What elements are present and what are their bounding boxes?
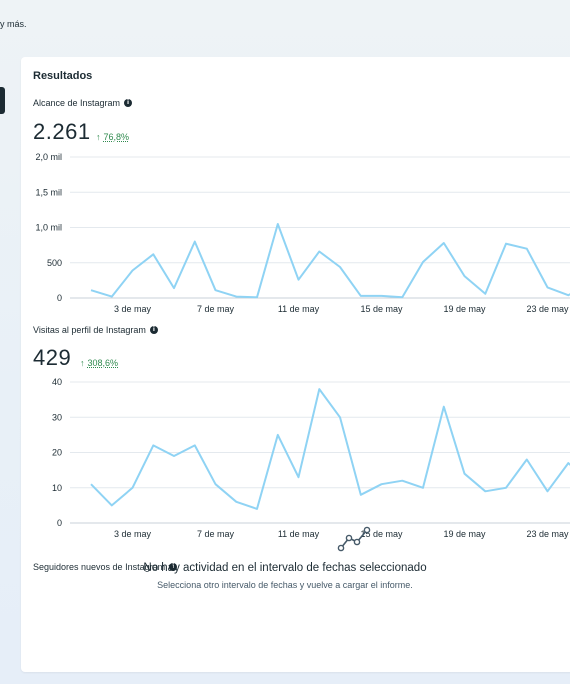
side-tab-indicator[interactable]: [0, 87, 5, 114]
x-tick-label: 19 de may: [443, 304, 486, 314]
profile-visits-chart: 0 10 20 30 40 3 de may 7 de may 11 de may 15 de …: [52, 377, 570, 539]
info-icon[interactable]: i: [169, 563, 178, 571]
metric-label-new-followers: Seguidores nuevos de Instagram i: [33, 562, 178, 572]
x-tick-label: 11 de may: [278, 304, 320, 314]
reach-value: 2.261: [33, 119, 91, 144]
trend-line-icon: [337, 526, 371, 552]
profile-visits-value: 429: [33, 345, 72, 370]
x-tick-label: 3 de may: [114, 529, 152, 539]
info-icon[interactable]: i: [149, 326, 158, 334]
x-tick-label: 7 de may: [197, 304, 235, 314]
results-card: Resultados Alcance de Instagram i 2.261 …: [21, 57, 570, 672]
y-tick-label: 10: [52, 483, 62, 493]
x-tick-label: 15 de may: [360, 304, 403, 314]
x-tick-label: 19 de may: [443, 529, 486, 539]
x-tick-label: 11 de may: [278, 529, 320, 539]
y-tick-label: 20: [52, 448, 62, 458]
empty-state-subtitle: Selecciona otro intervalo de fechas y vu…: [157, 580, 413, 590]
y-tick-label: 1,5 mil: [35, 187, 62, 197]
y-tick-label: 40: [52, 377, 62, 387]
y-tick-label: 30: [52, 412, 62, 422]
metric-label-text: Alcance de Instagram: [33, 98, 121, 108]
series-line[interactable]: [90, 223, 570, 299]
metric-label-text: Visitas al perfil de Instagram: [33, 325, 146, 335]
x-tick-label: 7 de may: [197, 529, 235, 539]
header-text: y más.: [0, 19, 27, 29]
reach-change: ↑ 76,8%: [96, 132, 129, 142]
y-tick-label: 1,0 mil: [35, 223, 62, 233]
x-tick-label: 23 de may: [526, 529, 569, 539]
y-tick-label: 0: [57, 518, 62, 528]
profile-visits-change-pct[interactable]: 308,6%: [87, 358, 119, 368]
y-tick-label: 0: [57, 293, 62, 303]
empty-state-title: No hay actividad en el intervalo de fech…: [143, 562, 427, 574]
metric-label-profile-visits: Visitas al perfil de Instagram i: [33, 325, 158, 335]
y-tick-label: 500: [47, 258, 62, 268]
arrow-up-icon: ↑: [96, 132, 101, 142]
x-tick-label: 23 de may: [526, 304, 569, 314]
y-tick-label: 2,0 mil: [35, 152, 62, 162]
metric-label-text: Seguidores nuevos de Instagram: [33, 562, 166, 572]
x-tick-label: 15 de may: [360, 529, 403, 539]
profile-visits-change: ↑ 308,6%: [80, 358, 118, 368]
x-tick-label: 3 de may: [114, 304, 152, 314]
reach-change-pct[interactable]: 76,8%: [103, 132, 130, 142]
reach-chart: 0 500 1,0 mil 1,5 mil 2,0 mil 3 de may 7 de ma…: [35, 152, 570, 314]
metric-label-reach: Alcance de Instagram i: [33, 98, 133, 108]
card-title: Resultados: [33, 70, 93, 82]
arrow-up-icon: ↑: [80, 358, 85, 368]
series-line[interactable]: [90, 388, 570, 510]
info-icon[interactable]: i: [124, 99, 133, 107]
